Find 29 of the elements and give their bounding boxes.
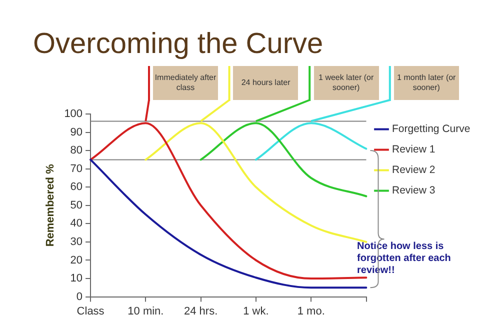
y-tick-label: 20 bbox=[70, 254, 83, 266]
y-tick-label: 40 bbox=[70, 218, 83, 230]
y-tick-label: 50 bbox=[70, 199, 83, 212]
y-tick-label: 60 bbox=[70, 181, 83, 194]
y-tick-label: 70 bbox=[70, 162, 83, 175]
y-tick-label: 30 bbox=[70, 236, 83, 248]
legend-label: Forgetting Curve bbox=[392, 123, 470, 136]
x-tick-label: Class bbox=[76, 305, 105, 318]
x-tick-label: 1 wk. bbox=[243, 305, 269, 318]
annotation: Notice how less is forgotten after each review!! bbox=[357, 241, 452, 277]
y-tick-label: 10 bbox=[70, 272, 83, 285]
y-tick-label: 100 bbox=[64, 108, 83, 120]
x-tick-label: 24 hrs. bbox=[184, 305, 218, 318]
text: 1 month later (or sooner) bbox=[394, 66, 459, 100]
y-tick-label: 80 bbox=[70, 144, 83, 157]
y-tick-label: 0 bbox=[76, 290, 83, 303]
text: 1 week later (or sooner) bbox=[314, 66, 379, 100]
line-series bbox=[144, 122, 368, 243]
legend-label: Review 1 bbox=[392, 144, 436, 156]
x-tick-label: 1 mo. bbox=[297, 305, 325, 318]
legend-label: Review 3 bbox=[392, 184, 436, 197]
chart-title: Overcoming the Curve bbox=[33, 28, 324, 61]
annotation: Immediately after class bbox=[153, 66, 218, 100]
y-axis-title: Remembered % bbox=[44, 164, 57, 247]
text: 24 hours later bbox=[233, 66, 298, 100]
x-tick-label: 10 min. bbox=[128, 305, 164, 318]
legend-label: Review 2 bbox=[392, 164, 436, 176]
y-tick-label: 90 bbox=[70, 126, 83, 138]
line-series bbox=[200, 122, 368, 198]
